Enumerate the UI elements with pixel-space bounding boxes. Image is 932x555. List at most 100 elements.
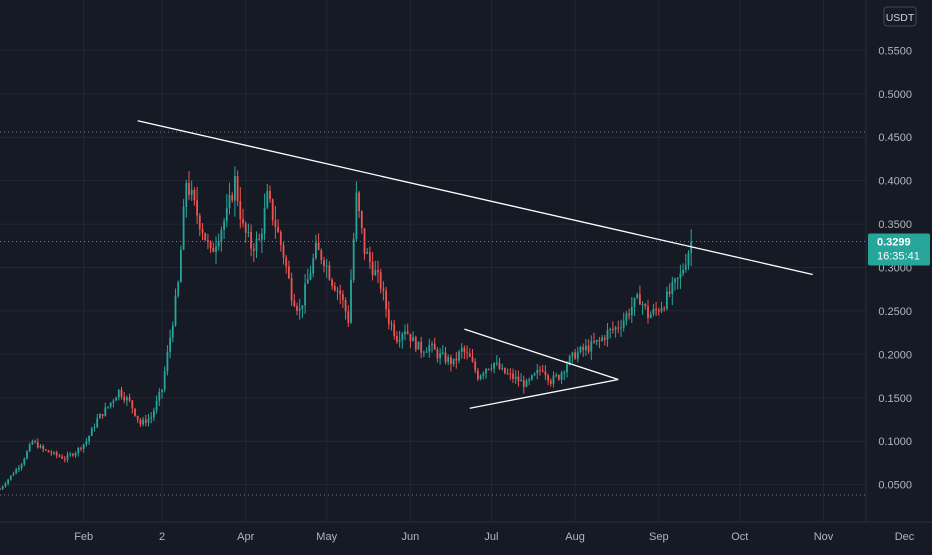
candle-body	[617, 327, 620, 329]
candle-body	[358, 192, 360, 212]
candle-body	[99, 414, 101, 419]
candle-body	[501, 367, 504, 369]
candle-body	[136, 415, 139, 420]
candle-body	[82, 444, 85, 449]
candle-body	[649, 313, 652, 318]
trendlines[interactable]	[137, 120, 813, 409]
time-tick-label: Jun	[402, 531, 420, 543]
candle-body	[242, 218, 244, 224]
candle-body	[504, 367, 506, 374]
candle-body	[490, 368, 493, 370]
candle-body	[342, 294, 344, 300]
candle-body	[541, 370, 544, 372]
candle-body	[117, 389, 120, 398]
candle-body	[128, 397, 131, 401]
candle-body	[374, 270, 377, 276]
candle-body	[185, 182, 188, 207]
candle-body	[625, 313, 628, 321]
trendline	[137, 120, 813, 276]
candle-body	[571, 352, 574, 357]
candle-body	[468, 353, 471, 357]
candle-body	[47, 450, 50, 453]
candle-body	[655, 308, 657, 311]
candle-body	[682, 269, 684, 274]
candle-body	[188, 182, 190, 195]
candle-body	[498, 362, 501, 369]
candle-body	[101, 414, 104, 416]
candle-body	[558, 375, 560, 380]
candle-body	[39, 445, 42, 448]
candle-body	[201, 228, 204, 233]
candle-body	[50, 452, 53, 454]
candle-body	[455, 358, 458, 361]
candle-body	[431, 343, 433, 345]
candle-body	[58, 455, 61, 457]
candle-body	[576, 352, 579, 359]
candle-body	[85, 441, 88, 445]
candle-body	[220, 229, 223, 242]
candle-body	[539, 369, 541, 371]
candle-body	[15, 469, 18, 474]
candle-body	[344, 299, 347, 312]
candle-body	[639, 294, 641, 305]
candle-body	[482, 373, 485, 376]
candle-body	[601, 337, 603, 341]
candle-body	[563, 372, 566, 374]
candle-body	[536, 369, 539, 374]
candle-body	[63, 458, 66, 460]
candle-body	[628, 313, 630, 316]
candle-body	[533, 373, 536, 376]
candle-body	[522, 380, 525, 387]
candle-body	[107, 406, 109, 408]
candle-body	[77, 447, 80, 453]
candle-body	[258, 238, 261, 240]
candle-body	[217, 241, 220, 247]
candle-body	[666, 291, 668, 309]
candle-body	[139, 419, 142, 425]
candle-body	[198, 215, 201, 229]
candle-body	[90, 428, 93, 436]
candle-body	[352, 238, 355, 280]
candle-body	[282, 244, 285, 258]
candle-body	[28, 444, 31, 452]
candle-body	[428, 344, 431, 352]
candle-body	[423, 352, 425, 354]
price-tick-label: 0.2500	[878, 306, 912, 318]
candle-body	[679, 273, 682, 278]
candle-body	[447, 357, 450, 363]
candle-body	[633, 297, 636, 307]
candle-body	[196, 200, 198, 216]
currency-badge[interactable]: USDT	[883, 6, 917, 27]
candle-body	[452, 358, 455, 365]
candle-body	[0, 488, 1, 490]
candle-body	[444, 352, 447, 363]
candle-body	[317, 242, 320, 251]
candle-body	[401, 334, 404, 340]
time-tick-label: 2	[159, 531, 165, 543]
bar-countdown: 16:35:41	[877, 251, 920, 263]
candle-body	[72, 454, 74, 456]
candle-body	[463, 347, 466, 353]
candle-body	[4, 483, 7, 487]
candle-body	[603, 337, 606, 340]
candle-body	[23, 458, 26, 465]
candle-body	[207, 240, 209, 242]
candle-body	[158, 392, 161, 401]
candle-body	[301, 305, 304, 309]
candle-body	[360, 211, 363, 229]
candle-body	[525, 380, 528, 387]
candle-body	[88, 435, 90, 442]
candle-body	[560, 372, 563, 380]
candle-body	[485, 368, 487, 374]
candle-body	[555, 375, 558, 377]
candle-body	[320, 250, 323, 261]
candle-body	[369, 252, 371, 262]
candle-body	[26, 451, 28, 459]
candle-body	[528, 379, 531, 381]
price-tick-label: 0.4500	[878, 132, 912, 144]
candle-body	[644, 304, 647, 307]
candle-body	[298, 308, 301, 311]
